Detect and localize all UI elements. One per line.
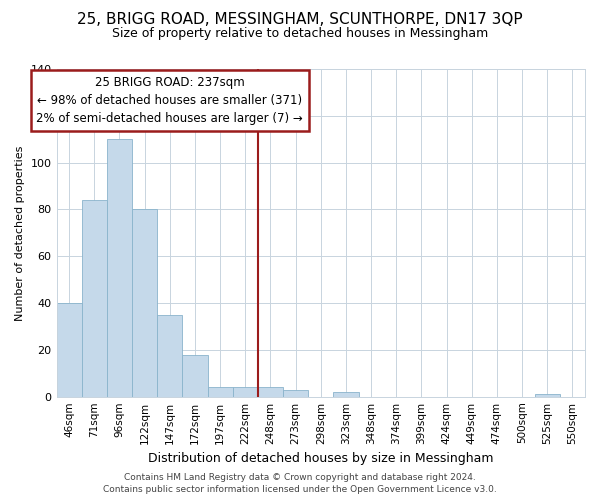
Bar: [334, 392, 359, 396]
Text: 25 BRIGG ROAD: 237sqm
← 98% of detached houses are smaller (371)
2% of semi-deta: 25 BRIGG ROAD: 237sqm ← 98% of detached …: [37, 76, 303, 125]
Bar: [157, 315, 182, 396]
Bar: [132, 210, 157, 396]
Bar: [535, 394, 560, 396]
Text: Contains HM Land Registry data © Crown copyright and database right 2024.
Contai: Contains HM Land Registry data © Crown c…: [103, 473, 497, 494]
Text: Size of property relative to detached houses in Messingham: Size of property relative to detached ho…: [112, 28, 488, 40]
Bar: [283, 390, 308, 396]
Y-axis label: Number of detached properties: Number of detached properties: [15, 145, 25, 320]
Bar: [182, 354, 208, 397]
Bar: [258, 388, 283, 396]
Bar: [56, 303, 82, 396]
Bar: [82, 200, 107, 396]
Bar: [107, 139, 132, 396]
Bar: [208, 388, 233, 396]
Bar: [233, 388, 258, 396]
X-axis label: Distribution of detached houses by size in Messingham: Distribution of detached houses by size …: [148, 452, 494, 465]
Text: 25, BRIGG ROAD, MESSINGHAM, SCUNTHORPE, DN17 3QP: 25, BRIGG ROAD, MESSINGHAM, SCUNTHORPE, …: [77, 12, 523, 28]
